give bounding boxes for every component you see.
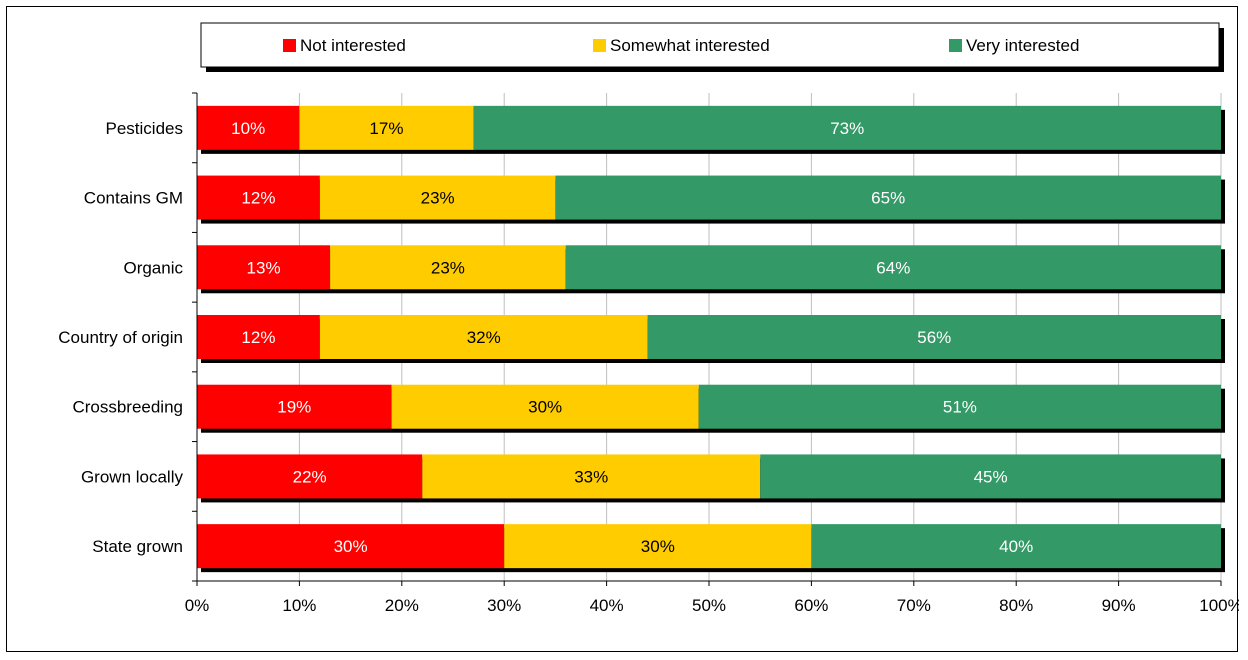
bar-contains-gm-very-interested	[555, 175, 1221, 220]
x-tick-label-40: 40%	[590, 596, 624, 615]
data-label-state-grown-somewhat-interested: 30%	[641, 537, 675, 556]
x-tick-labels: 0% 10% 20% 30% 40% 50% 60% 70% 80% 90% 100%	[185, 596, 1239, 615]
bar-contains-gm-not-interested	[197, 175, 320, 220]
legend-label-very-interested: Very interested	[966, 36, 1079, 55]
data-label-grown-locally-not-interested: 22%	[293, 467, 327, 486]
x-tick-label-20: 20%	[385, 596, 419, 615]
bar-organic-somewhat-interested	[330, 245, 566, 290]
y-tick-label-organic: Organic	[123, 258, 183, 277]
x-tick-label-10: 10%	[282, 596, 316, 615]
bar-group-state-grown: 30% 30% 40%	[197, 524, 1225, 573]
legend-swatch-somewhat-interested	[593, 39, 606, 52]
x-tick-label-60: 60%	[794, 596, 828, 615]
legend-swatch-very-interested	[949, 39, 962, 52]
bar-country-of-origin-not-interested	[197, 315, 320, 359]
bar-organic-not-interested	[197, 245, 331, 290]
bar-country-of-origin-very-interested	[647, 315, 1221, 359]
chart-frame: Not interested Somewhat interested Very in…	[6, 6, 1239, 652]
bar-crossbreeding-somewhat-interested	[391, 384, 699, 429]
data-label-country-of-origin-not-interested: 12%	[241, 328, 275, 347]
y-tick-label-contains-gm: Contains GM	[84, 189, 183, 208]
bar-group-organic: 13% 23% 64%	[197, 245, 1225, 294]
bar-organic-very-interested	[565, 245, 1221, 290]
bar-pesticides-very-interested	[473, 105, 1222, 150]
stacked-bar-chart: Not interested Somewhat interested Very in…	[58, 22, 1239, 615]
data-label-country-of-origin-very-interested: 56%	[917, 328, 951, 347]
bar-state-grown-somewhat-interested	[504, 524, 812, 569]
x-tick-label-70: 70%	[897, 596, 931, 615]
data-label-organic-very-interested: 64%	[876, 258, 910, 277]
bars: 10% 17% 73% 12% 23% 65% 13% 23% 64% 12% 32% 56% 19% 3…	[197, 105, 1225, 573]
data-label-contains-gm-not-interested: 12%	[241, 189, 275, 208]
data-label-grown-locally-somewhat-interested: 33%	[574, 467, 608, 486]
y-tick-labels: Pesticides Contains GM Organic Country of o…	[58, 119, 183, 556]
bar-grown-locally-somewhat-interested	[422, 454, 761, 499]
x-tick-label-30: 30%	[487, 596, 521, 615]
data-label-organic-not-interested: 13%	[247, 258, 281, 277]
data-label-state-grown-not-interested: 30%	[334, 537, 368, 556]
x-tick-label-80: 80%	[999, 596, 1033, 615]
data-label-grown-locally-very-interested: 45%	[974, 467, 1008, 486]
x-tick-label-50: 50%	[692, 596, 726, 615]
x-tick-label-100: 100%	[1199, 596, 1239, 615]
y-tick-label-country-of-origin: Country of origin	[58, 328, 183, 347]
x-tick-label-90: 90%	[1102, 596, 1136, 615]
data-label-state-grown-very-interested: 40%	[999, 537, 1033, 556]
legend-label-not-interested: Not interested	[300, 36, 406, 55]
y-tick-label-pesticides: Pesticides	[106, 119, 183, 138]
legend-label-somewhat-interested: Somewhat interested	[610, 36, 770, 55]
bar-crossbreeding-very-interested	[698, 384, 1221, 429]
axes	[192, 92, 1222, 586]
data-label-crossbreeding-somewhat-interested: 30%	[528, 398, 562, 417]
y-tick-label-crossbreeding: Crossbreeding	[72, 398, 183, 417]
bar-group-contains-gm: 12% 23% 65%	[197, 175, 1225, 224]
legend-box	[200, 22, 1220, 68]
bar-country-of-origin-somewhat-interested	[319, 315, 648, 359]
y-tick-label-state-grown: State grown	[92, 537, 183, 556]
bar-state-grown-not-interested	[197, 524, 505, 569]
data-label-pesticides-not-interested: 10%	[231, 119, 265, 138]
bar-grown-locally-very-interested	[760, 454, 1221, 499]
data-label-crossbreeding-not-interested: 19%	[277, 398, 311, 417]
bar-group-country-of-origin: 12% 32% 56%	[197, 315, 1225, 363]
bar-pesticides-somewhat-interested	[299, 105, 474, 150]
data-label-country-of-origin-somewhat-interested: 32%	[467, 328, 501, 347]
bar-pesticides-not-interested	[197, 105, 300, 150]
data-label-crossbreeding-very-interested: 51%	[943, 398, 977, 417]
bar-state-grown-very-interested	[811, 524, 1221, 569]
bar-group-crossbreeding: 19% 30% 51%	[197, 384, 1225, 433]
bar-contains-gm-somewhat-interested	[319, 175, 556, 220]
data-label-pesticides-very-interested: 73%	[830, 119, 864, 138]
bar-group-pesticides: 10% 17% 73%	[197, 105, 1225, 154]
bar-group-grown-locally: 22% 33% 45%	[197, 454, 1225, 503]
legend: Not interested Somewhat interested Very in…	[200, 22, 1224, 72]
data-label-contains-gm-somewhat-interested: 23%	[421, 189, 455, 208]
legend-swatch-not-interested	[283, 39, 296, 52]
y-tick-label-grown-locally: Grown locally	[81, 467, 184, 486]
data-label-organic-somewhat-interested: 23%	[431, 258, 465, 277]
x-tick-label-0: 0%	[185, 596, 210, 615]
data-label-pesticides-somewhat-interested: 17%	[369, 119, 403, 138]
data-label-contains-gm-very-interested: 65%	[871, 189, 905, 208]
bar-grown-locally-not-interested	[197, 454, 423, 499]
bar-crossbreeding-not-interested	[197, 384, 392, 429]
